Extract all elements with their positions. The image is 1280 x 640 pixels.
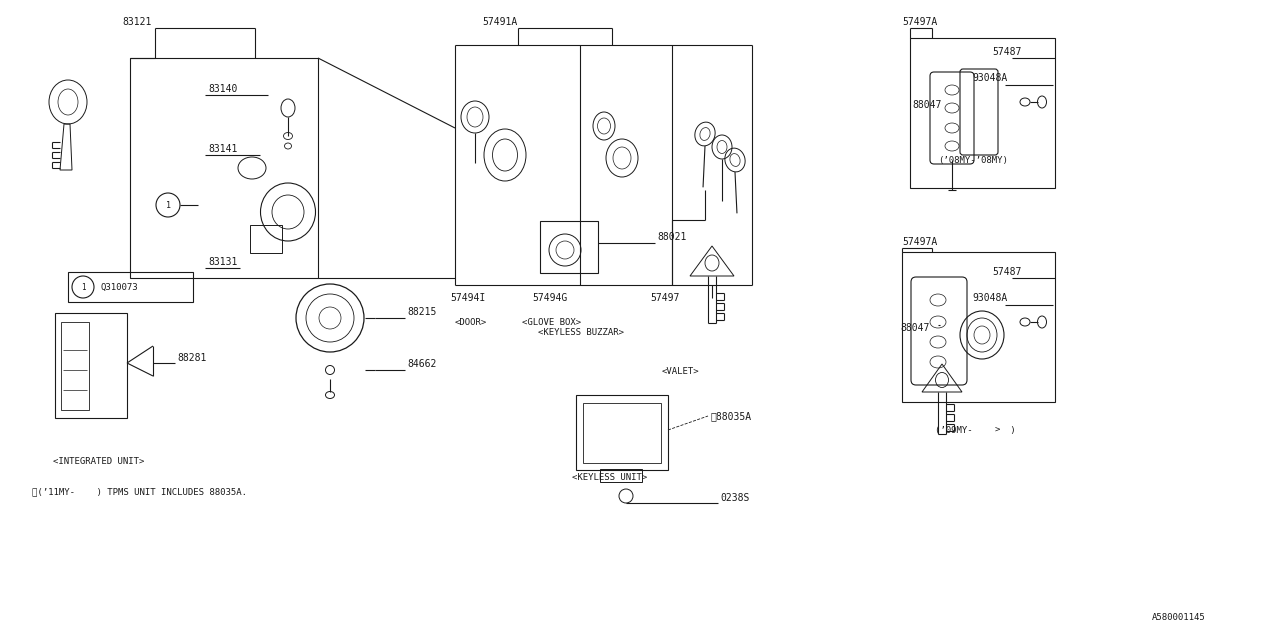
- Text: 88047: 88047: [900, 323, 929, 333]
- Bar: [600, 469, 643, 482]
- Text: <VALET>: <VALET>: [662, 367, 700, 376]
- Text: 88215: 88215: [407, 307, 436, 317]
- Text: 88281: 88281: [177, 353, 206, 363]
- Bar: [540, 221, 598, 273]
- Text: 57494I: 57494I: [451, 293, 485, 303]
- Text: <DOOR>: <DOOR>: [454, 317, 488, 326]
- Bar: [576, 395, 668, 470]
- Bar: [250, 225, 282, 253]
- Text: <GLOVE BOX>: <GLOVE BOX>: [522, 317, 581, 326]
- Bar: [61, 322, 90, 410]
- Text: ※88035A: ※88035A: [710, 411, 751, 421]
- Text: 57487: 57487: [992, 267, 1021, 277]
- Text: 0238S: 0238S: [721, 493, 749, 503]
- Text: 57491A: 57491A: [483, 17, 517, 27]
- Bar: [582, 403, 660, 463]
- Text: 57497: 57497: [650, 293, 680, 303]
- Text: 1: 1: [165, 200, 170, 209]
- Text: 83131: 83131: [209, 257, 237, 267]
- Bar: [131, 58, 317, 278]
- Text: Q310073: Q310073: [100, 282, 138, 291]
- Bar: [55, 313, 127, 418]
- Text: (’08MY-’08MY): (’08MY-’08MY): [938, 156, 1007, 164]
- Text: ※(’11MY-    ) TPMS UNIT INCLUDES 88035A.: ※(’11MY- ) TPMS UNIT INCLUDES 88035A.: [32, 488, 247, 497]
- Text: <KEYLESS UNIT>: <KEYLESS UNIT>: [572, 474, 648, 483]
- Text: 83140: 83140: [209, 84, 237, 94]
- Text: 88021: 88021: [657, 232, 686, 242]
- Text: 1: 1: [81, 282, 86, 291]
- Text: 83121: 83121: [122, 17, 151, 27]
- Text: A580001145: A580001145: [1152, 614, 1206, 623]
- Bar: [68, 272, 193, 302]
- Text: 57494G: 57494G: [532, 293, 567, 303]
- Text: 93048A: 93048A: [972, 73, 1007, 83]
- Text: <KEYLESS BUZZAR>: <KEYLESS BUZZAR>: [538, 328, 625, 337]
- Text: 93048A: 93048A: [972, 293, 1007, 303]
- Text: <INTEGRATED UNIT>: <INTEGRATED UNIT>: [52, 458, 145, 467]
- Text: 83141: 83141: [209, 144, 237, 154]
- Text: (’09MY-       ): (’09MY- ): [934, 426, 1015, 435]
- Text: 57487: 57487: [992, 47, 1021, 57]
- Text: 57497A: 57497A: [902, 17, 937, 27]
- Bar: [910, 38, 1055, 188]
- Text: 84662: 84662: [407, 359, 436, 369]
- Text: 57497A: 57497A: [902, 237, 937, 247]
- Text: 88047: 88047: [911, 100, 941, 110]
- Text: >: >: [995, 426, 1001, 435]
- Bar: [902, 252, 1055, 402]
